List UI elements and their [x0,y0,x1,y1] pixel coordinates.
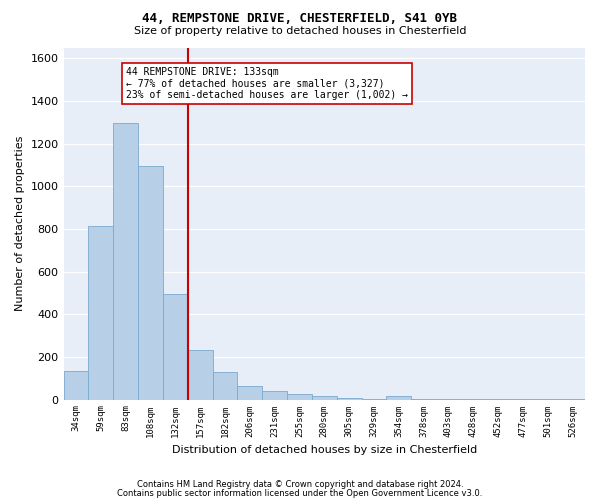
Bar [262,392,287,400]
Bar [113,123,138,400]
Bar [337,398,362,400]
Text: 44, REMPSTONE DRIVE, CHESTERFIELD, S41 0YB: 44, REMPSTONE DRIVE, CHESTERFIELD, S41 0… [143,12,458,26]
Bar [238,386,262,400]
Text: Contains public sector information licensed under the Open Government Licence v3: Contains public sector information licen… [118,488,482,498]
Text: Size of property relative to detached houses in Chesterfield: Size of property relative to detached ho… [134,26,466,36]
Bar [163,294,188,400]
Bar [312,396,337,400]
Bar [138,166,163,400]
Text: Contains HM Land Registry data © Crown copyright and database right 2024.: Contains HM Land Registry data © Crown c… [137,480,463,489]
Bar [386,396,411,400]
X-axis label: Distribution of detached houses by size in Chesterfield: Distribution of detached houses by size … [172,445,477,455]
Bar [88,226,113,400]
Bar [212,372,238,400]
Bar [188,350,212,400]
Text: 44 REMPSTONE DRIVE: 133sqm
← 77% of detached houses are smaller (3,327)
23% of s: 44 REMPSTONE DRIVE: 133sqm ← 77% of deta… [125,66,407,100]
Bar [64,371,88,400]
Bar [287,394,312,400]
Y-axis label: Number of detached properties: Number of detached properties [15,136,25,311]
